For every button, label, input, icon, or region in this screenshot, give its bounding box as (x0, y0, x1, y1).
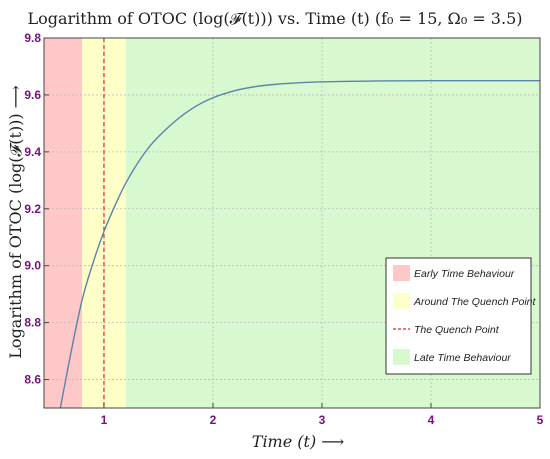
plot-frame (43, 37, 541, 409)
series-line-1 (59, 79, 540, 409)
legend-swatch-4 (393, 349, 410, 365)
y-axis-label: Logarithm of OTOC (log(𝓕(t))) ⟶ (6, 85, 25, 358)
x-tick-label-1: 1 (101, 413, 108, 427)
legend-label-2: Around The Quench Point (413, 296, 536, 308)
x-tick-label-4: 4 (428, 413, 435, 427)
x-tick-label-2: 2 (210, 413, 217, 427)
legend: Early Time Behaviour Around The Quench Po… (385, 257, 536, 375)
y-tick-label-5: 9.4 (24, 145, 41, 159)
y-tick-label-1: 8.6 (24, 373, 41, 387)
y-axis-ticks: 8.6 8.8 9.0 9.2 9.4 9.6 9.8 (24, 31, 49, 387)
chart-title: Logarithm of OTOC (log(𝓕(t))) vs. Time (… (27, 9, 522, 28)
legend-label-1: Early Time Behaviour (414, 268, 515, 280)
x-tick-label-5: 5 (537, 413, 544, 427)
x-tick-label-3: 3 (319, 413, 326, 427)
legend-label-3: The Quench Point (414, 324, 500, 336)
y-tick-label-4: 9.2 (24, 202, 41, 216)
series-layer (59, 79, 540, 409)
legend-box (385, 257, 532, 375)
y-tick-label-2: 8.8 (24, 316, 41, 330)
legend-label-4: Late Time Behaviour (414, 352, 511, 364)
x-axis-ticks: 1 2 3 4 5 (101, 403, 544, 427)
x-axis-label: Time (t) ⟶ (252, 432, 345, 451)
legend-swatch-1 (393, 265, 410, 281)
region-1 (44, 38, 83, 408)
legend-swatch-2 (393, 293, 410, 309)
y-tick-label-3: 9.0 (24, 259, 41, 273)
y-tick-label-6: 9.6 (24, 88, 41, 102)
y-tick-label-7: 9.8 (24, 31, 41, 45)
